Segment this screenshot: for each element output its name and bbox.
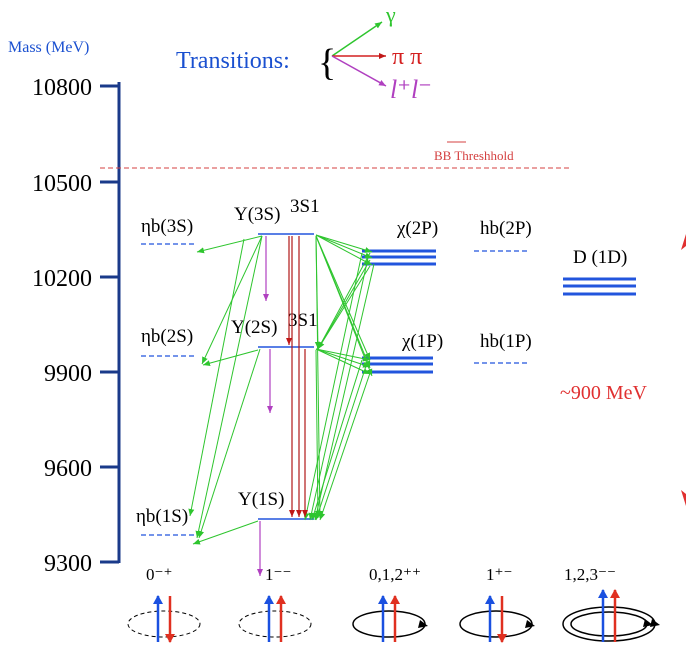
tick-label-9600: 9600 [44, 456, 92, 482]
legend-pipi-label: π π [392, 44, 422, 70]
tick-label-10500: 10500 [32, 171, 92, 197]
tick-label-10200: 10200 [32, 266, 92, 292]
level-d1d-triplet [563, 277, 636, 296]
gamma-transitions [188, 234, 375, 545]
bb-threshold-label: BB Threshhold [434, 148, 514, 163]
spin-icon-2 [352, 595, 428, 642]
legend-lepton-arrow [331, 55, 387, 87]
axis-ticks: 10800 10500 10200 9900 9600 9300 [32, 75, 119, 577]
spin-icon-0 [127, 595, 201, 643]
label-chi2p: χ(2P) [396, 218, 438, 239]
jpc-label-4: 1,2,3⁻⁻ [564, 565, 616, 584]
spin-icon-4 [562, 589, 660, 642]
label-hb2p: hb(2P) [480, 218, 532, 239]
label-eta2s: ηb(2S) [141, 326, 193, 347]
label-chi1p: χ(1P) [401, 331, 443, 352]
legend-gamma-arrow [331, 21, 383, 57]
label-ups3s: Υ(3S) [234, 204, 280, 225]
label-ups2s: Υ(2S) [231, 317, 277, 338]
tick-label-9900: 9900 [44, 361, 92, 387]
label-ups3s-spectroscopic: 3S1 [290, 196, 320, 217]
jpc-label-1: 1⁻⁻ [265, 565, 291, 584]
state-labels: ηb(3S) ηb(2S) ηb(1S) Υ(3S) 3S1 Υ(2S) 3S1… [136, 196, 627, 527]
legend-gamma-label: γ [385, 2, 396, 27]
label-hb1p: hb(1P) [480, 331, 532, 352]
spin-icon-3 [459, 595, 535, 643]
jpc-label-0: 0⁻⁺ [146, 565, 172, 584]
spin-icon-1 [238, 595, 312, 642]
label-ups1s: Υ(1S) [238, 489, 284, 510]
tick-label-9300: 9300 [44, 551, 92, 577]
label-eta3s: ηb(3S) [141, 216, 193, 237]
quantum-number-labels: 0⁻⁺ 1⁻⁻ 0,1,2⁺⁺ 1⁺⁻ 1,2,3⁻⁻ [146, 565, 616, 584]
transitions-legend: Transitions: { γ π π l⁺l⁻ [176, 2, 432, 104]
legend-lepton-label: l⁺l⁻ [390, 75, 432, 104]
spin-configuration-icons [127, 589, 660, 643]
gap-bracket-top [681, 234, 686, 250]
gap-bracket-bottom [681, 490, 686, 506]
jpc-label-3: 1⁺⁻ [486, 565, 512, 584]
gap-label: ~900 MeV [560, 382, 647, 404]
jpc-label-2: 0,1,2⁺⁺ [369, 565, 421, 584]
legend-title: Transitions: [176, 48, 290, 74]
label-ups2s-spectroscopic: 3S1 [288, 310, 318, 331]
label-d1d: D (1D) [573, 247, 627, 268]
tick-label-10800: 10800 [32, 75, 92, 101]
level-chi1p-triplet [362, 356, 433, 374]
level-chi2p-triplet [362, 249, 436, 266]
lepton-transitions [257, 236, 273, 576]
pipi-transitions [286, 236, 308, 517]
energy-levels [141, 233, 636, 536]
label-eta1s: ηb(1S) [136, 506, 188, 527]
legend-brace: { [318, 42, 336, 84]
mass-axis-title: Mass (MeV) [8, 39, 89, 56]
